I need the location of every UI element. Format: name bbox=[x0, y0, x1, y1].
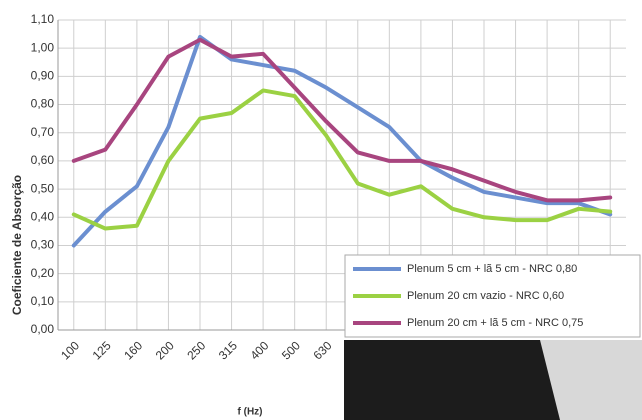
y-tick-label: 0,90 bbox=[31, 69, 55, 83]
x-tick-label: 500 bbox=[279, 338, 303, 362]
x-tick-label: 200 bbox=[153, 338, 177, 362]
x-tick-label: 160 bbox=[121, 338, 145, 362]
photo-overlay-wall bbox=[540, 340, 642, 420]
y-tick-label: 0,50 bbox=[31, 181, 55, 195]
legend-label: Plenum 20 cm vazio - NRC 0,60 bbox=[407, 290, 564, 302]
x-tick-label: 400 bbox=[247, 338, 271, 362]
legend-label: Plenum 5 cm + lã 5 cm - NRC 0,80 bbox=[407, 263, 577, 275]
legend-label: Plenum 20 cm + lã 5 cm - NRC 0,75 bbox=[407, 317, 583, 329]
y-tick-label: 1,00 bbox=[31, 40, 55, 54]
x-tick-label: 250 bbox=[184, 338, 208, 362]
series-line bbox=[71, 37, 613, 203]
series-line bbox=[71, 34, 613, 248]
y-tick-label: 0,40 bbox=[31, 209, 55, 223]
y-tick-label: 0,60 bbox=[31, 153, 55, 167]
x-tick-label: 125 bbox=[90, 338, 114, 362]
y-tick-label: 0,70 bbox=[31, 125, 55, 139]
y-tick-label: 0,30 bbox=[31, 238, 55, 252]
y-tick-label: 0,20 bbox=[31, 266, 55, 280]
y-tick-label: 0,80 bbox=[31, 97, 55, 111]
x-tick-label: 630 bbox=[311, 338, 335, 362]
y-tick-label: 0,10 bbox=[31, 294, 55, 308]
series-line bbox=[71, 88, 613, 231]
y-tick-label: 1,10 bbox=[31, 12, 55, 26]
x-axis-label: f (Hz) bbox=[238, 407, 263, 418]
x-tick-label: 100 bbox=[58, 338, 82, 362]
x-tick-label: 315 bbox=[216, 338, 240, 362]
y-axis-label: Coeficiente de Absorção bbox=[10, 175, 24, 315]
y-tick-label: 0,00 bbox=[31, 322, 55, 336]
